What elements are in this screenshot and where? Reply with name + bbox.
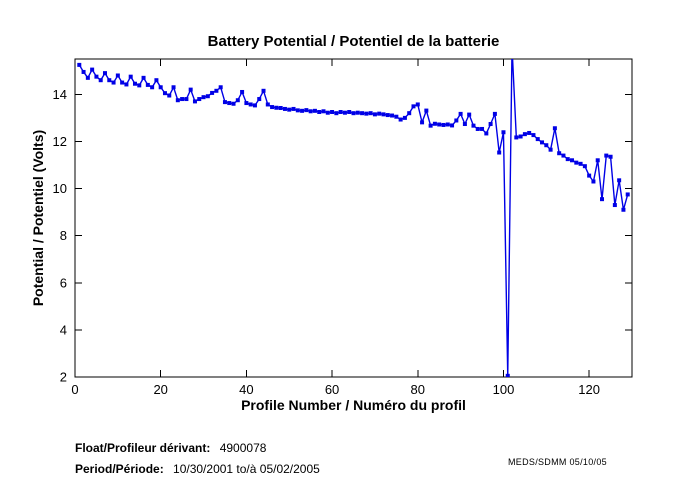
period-line: Period/Période: 10/30/2001 to/à 05/02/20…: [75, 462, 320, 476]
y-tick-label: 4: [60, 322, 67, 337]
float-id-value: 4900078: [219, 441, 267, 455]
y-tick-label: 14: [53, 87, 67, 102]
period-value: 10/30/2001 to/à 05/02/2005: [173, 462, 320, 476]
x-tick-label: 120: [578, 382, 600, 397]
period-label: Period/Période:: [75, 462, 164, 476]
x-tick-label: 0: [71, 382, 78, 397]
x-tick-label: 40: [239, 382, 253, 397]
y-tick-label: 12: [53, 134, 67, 149]
float-id-label: Float/Profileur dérivant:: [75, 441, 211, 455]
x-tick-label: 80: [411, 382, 425, 397]
y-tick-label: 6: [60, 275, 67, 290]
float-id-line: Float/Profileur dérivant: 4900078: [75, 441, 266, 455]
x-tick-label: 60: [325, 382, 339, 397]
x-tick-label: 100: [493, 382, 515, 397]
x-axis-label: Profile Number / Numéro du profil: [241, 397, 466, 413]
y-tick-label: 2: [60, 370, 67, 385]
y-tick-label: 8: [60, 228, 67, 243]
x-tick-label: 20: [153, 382, 167, 397]
y-tick-label: 10: [53, 181, 67, 196]
data-series: [77, 59, 630, 377]
credit-stamp: MEDS/SDMM 05/10/05: [508, 457, 607, 467]
y-axis-label: Potential / Potentiel (Volts): [30, 129, 46, 307]
chart-plot-area: 0 20 40 60 80 100 120 2 4 6 8 10 12 14: [53, 58, 633, 397]
chart-title: Battery Potential / Potentiel de la batt…: [207, 33, 500, 50]
